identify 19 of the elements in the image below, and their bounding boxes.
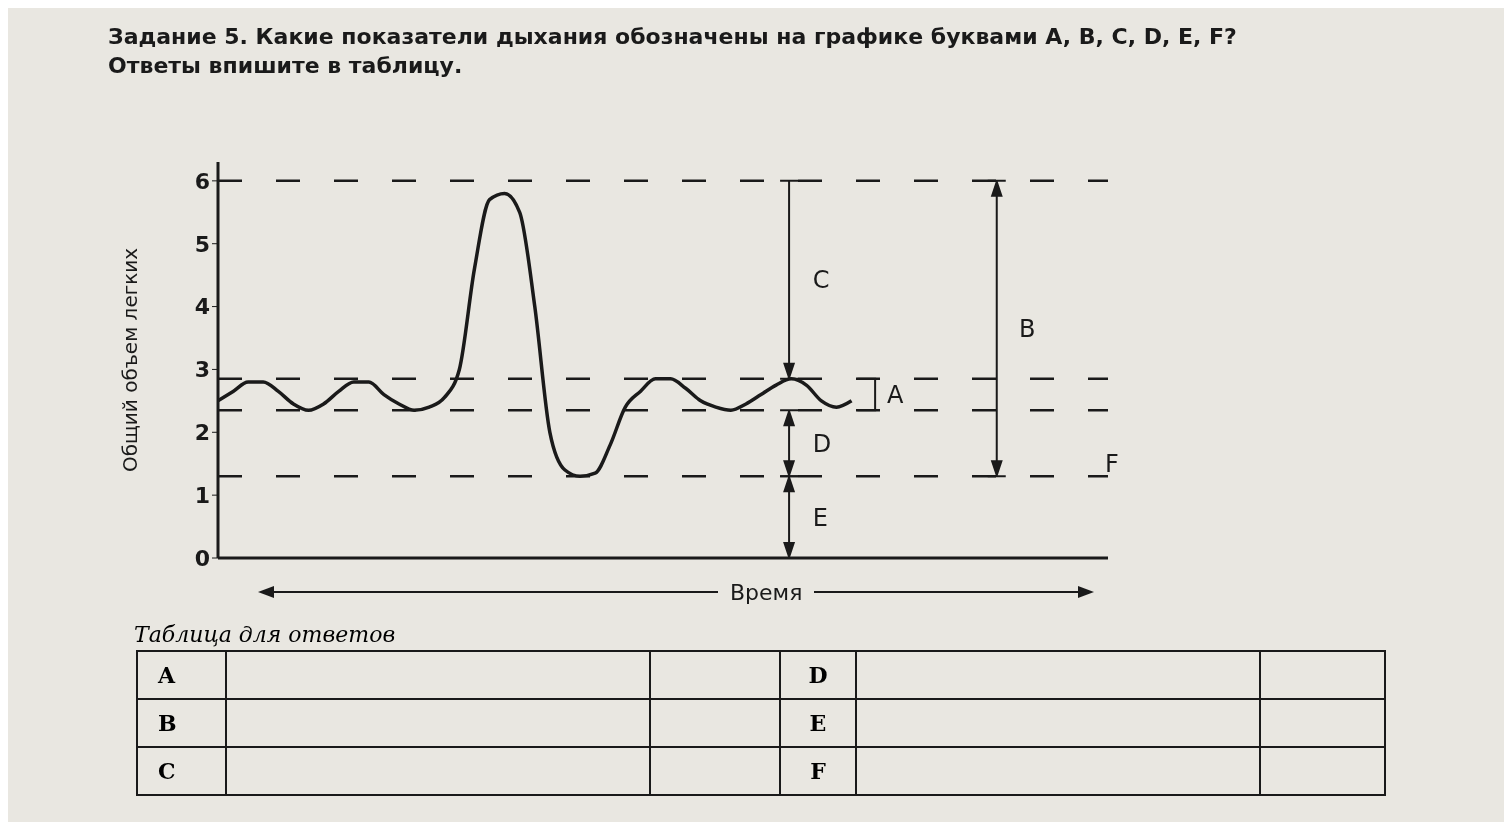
- x-axis-title: Время: [730, 579, 803, 605]
- y-tick-label: 2: [194, 420, 210, 446]
- annotation: B: [1019, 314, 1036, 343]
- y-tick-label: 5: [194, 231, 210, 257]
- annotation: F: [1105, 450, 1119, 479]
- text: Таблица для ответов: [134, 622, 396, 647]
- y-tick-label: 6: [194, 168, 210, 194]
- chart-title: Задание 5. Какие показатели дыхания обозначены на графике буквами A, B, C, D, E, F?: [108, 24, 1237, 49]
- y-tick-label: 0: [194, 545, 210, 571]
- y-tick-label: 4: [194, 294, 210, 320]
- chart-subtitle: Ответы впишите в таблицу.: [108, 53, 464, 78]
- annotation: D: [812, 429, 832, 458]
- annotation: E: [812, 503, 828, 532]
- y-axis-title: Общий объем легких: [118, 247, 143, 473]
- y-tick-label: 1: [194, 482, 210, 508]
- answer-table: A D B E C F: [136, 650, 1386, 796]
- annotation: C: [812, 266, 830, 295]
- annotation: A: [886, 380, 904, 409]
- y-tick-label: 3: [194, 357, 210, 383]
